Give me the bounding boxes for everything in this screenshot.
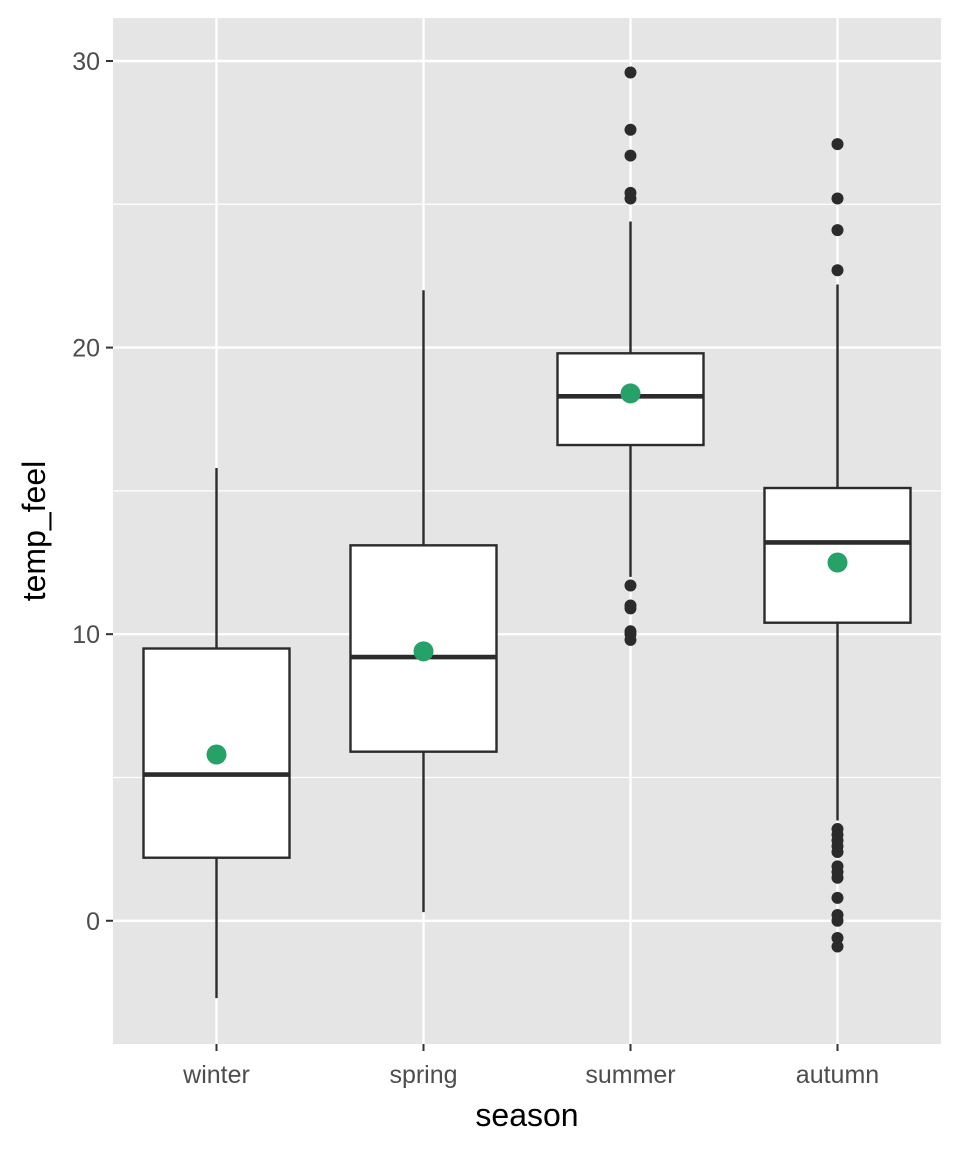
outlier-point [624,66,637,79]
x-axis-title: season [475,1097,578,1133]
box-summer [556,66,705,646]
box-autumn [763,138,912,953]
y-tick-label: 20 [72,335,100,363]
outlier-point [831,823,844,836]
outlier-point [624,186,637,199]
mean-point [827,552,848,573]
box-winter [142,467,291,999]
outlier-point [831,940,844,953]
x-tick-label: summer [585,1061,675,1089]
outlier-point [624,579,637,592]
mean-point [206,744,227,765]
box-spring [349,290,498,913]
outlier-point [831,909,844,922]
mean-point [413,641,434,662]
outlier-point [831,891,844,904]
y-tick-label: 10 [72,621,100,649]
outlier-point [831,224,844,237]
box-series [142,66,912,999]
outlier-point [831,860,844,873]
outlier-point [624,599,637,612]
outlier-point [831,264,844,277]
outlier-point [831,931,844,944]
mean-point [620,383,641,404]
outlier-point [624,123,637,136]
x-tick-label: spring [389,1061,457,1089]
outlier-point [831,138,844,151]
outlier-point [624,625,637,638]
y-axis: 0 10 20 30 [72,48,113,936]
y-tick-label: 30 [72,48,100,76]
x-axis: winter spring summer autumn [182,1044,879,1089]
y-axis-title: temp_feel [16,461,52,602]
x-tick-label: autumn [796,1061,879,1089]
outlier-point [831,192,844,205]
y-tick-label: 0 [86,908,100,936]
outlier-point [624,149,637,162]
x-tick-label: winter [182,1061,250,1089]
